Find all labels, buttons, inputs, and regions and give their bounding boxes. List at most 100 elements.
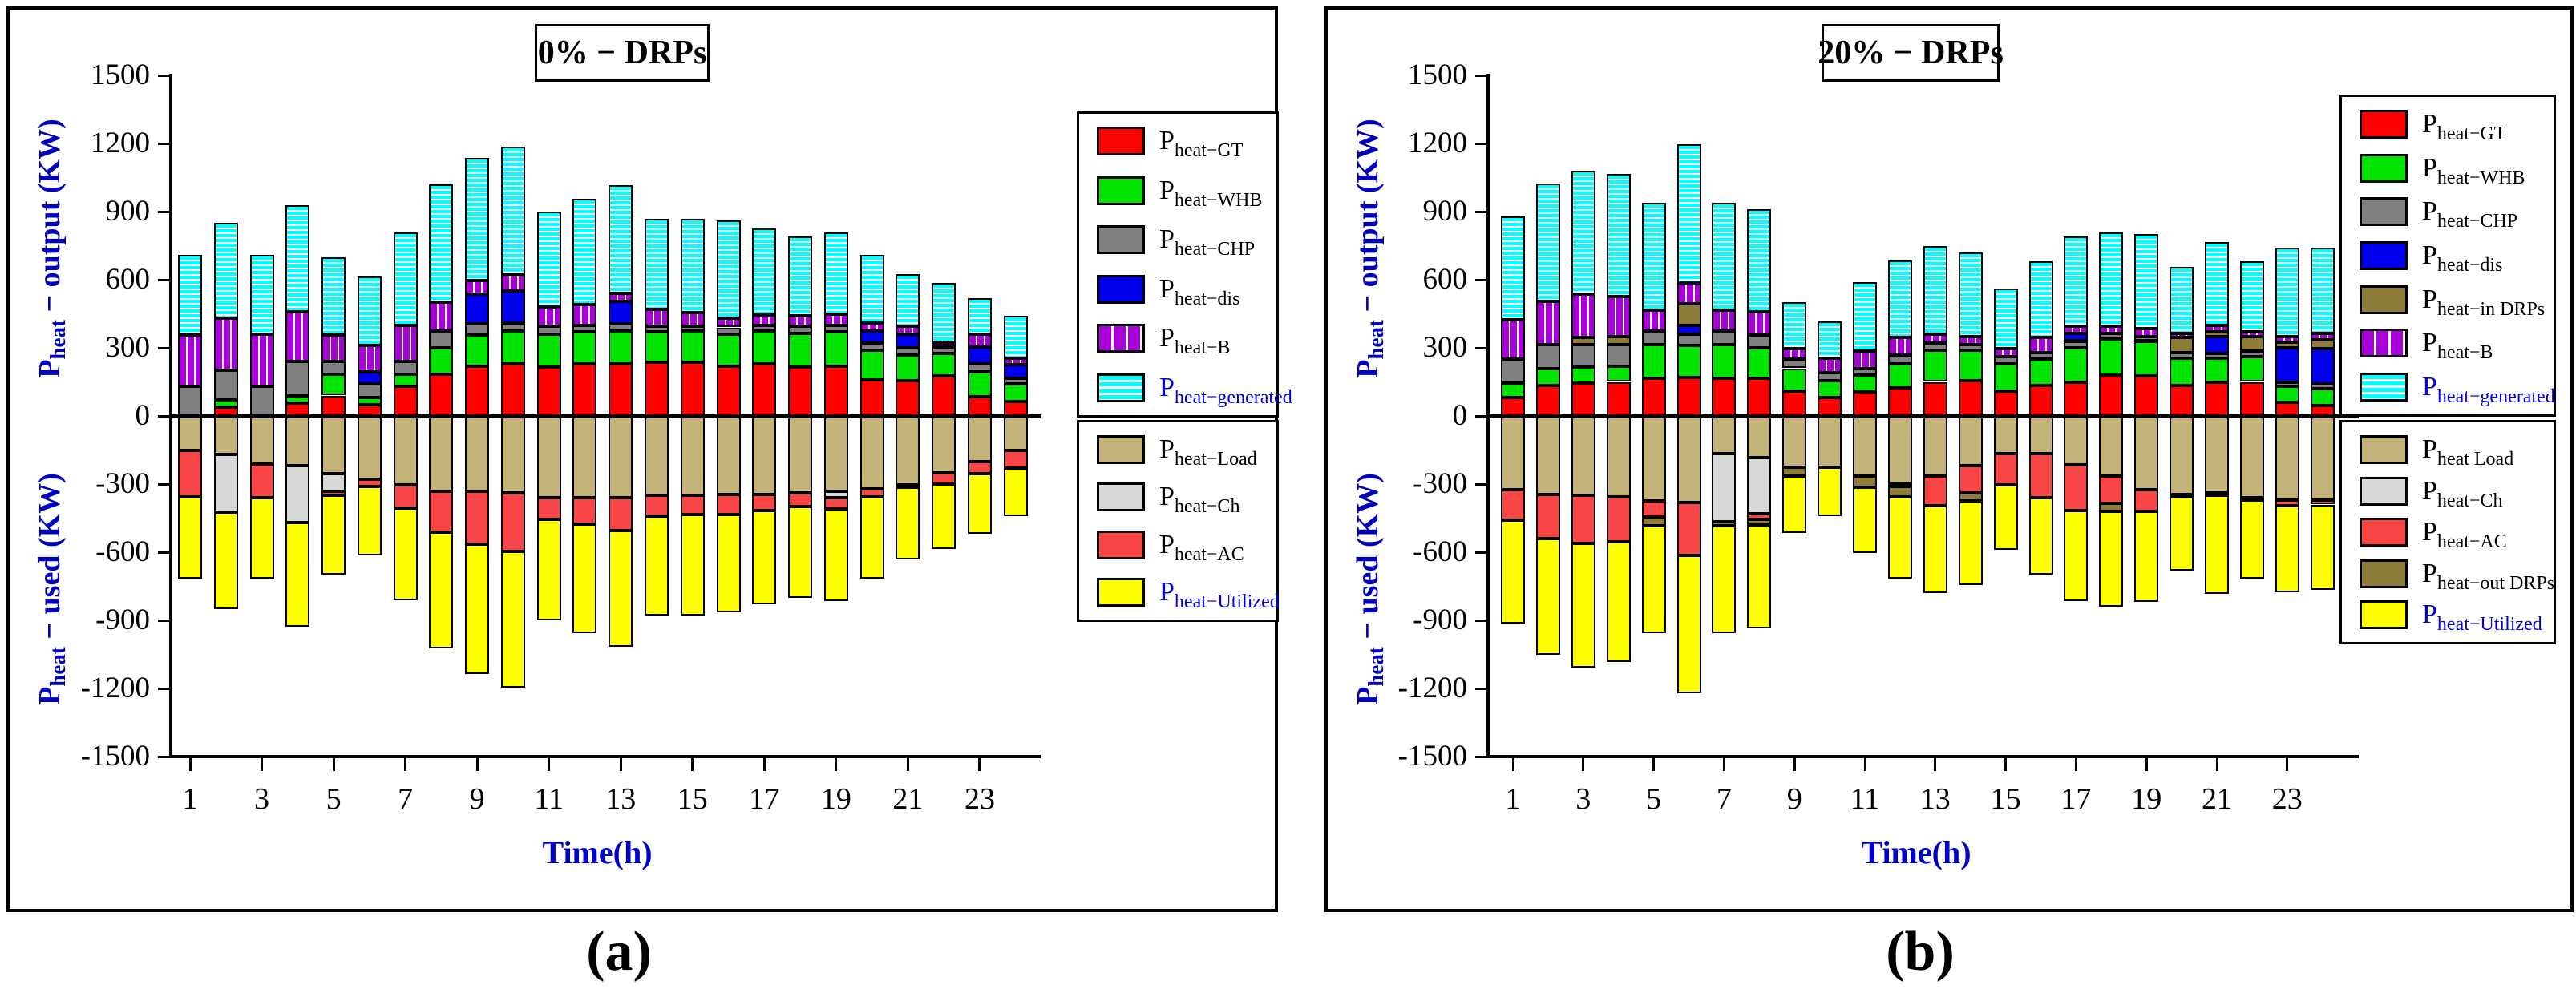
bar-segment-Utilized — [1676, 555, 1701, 693]
bar-segment-AC — [1747, 513, 1772, 519]
legend-label-outDRPs: Pheat−out DRPs — [2422, 559, 2554, 594]
bar-segment-generated — [788, 236, 813, 317]
x-tick-mark — [1934, 758, 1937, 771]
bar-segment-CHP — [285, 361, 310, 396]
bar-segment-GT — [2099, 375, 2124, 416]
bar-segment-AC — [752, 494, 777, 511]
bar-segment-Utilized — [1606, 542, 1631, 663]
bar-segment-generated — [465, 158, 490, 281]
bar-segment-Utilized — [1923, 505, 1947, 593]
y-tick-mark — [1475, 346, 1486, 349]
bar-segment-CHP — [2310, 384, 2335, 389]
x-axis-line — [1486, 755, 2359, 758]
bar-segment-generated — [1501, 216, 1525, 320]
legend-label-sub: heat−Ch — [1174, 496, 1240, 518]
x-tick-label: 15 — [677, 782, 708, 816]
bar-segment-AC — [1003, 450, 1028, 469]
bar-segment-WHB — [752, 330, 777, 364]
y-axis-title-main: P — [1351, 686, 1385, 705]
x-tick-label: 23 — [964, 782, 995, 816]
x-tick-mark — [261, 758, 264, 771]
legend-label-main: P — [2422, 517, 2437, 547]
x-tick-mark — [332, 758, 335, 771]
legend-swatch-Ch — [1097, 482, 1145, 512]
x-axis-title: Time(h) — [1861, 834, 1971, 870]
bar-segment-generated — [1818, 321, 1842, 358]
y-tick-label: 600 — [105, 263, 151, 296]
bar-segment-Load — [1747, 416, 1772, 458]
bar-segment-GT — [1676, 377, 1701, 416]
bar-segment-Load — [1853, 416, 1877, 477]
bar-segment-GT — [1782, 390, 1807, 416]
bar-segment-outDRPs — [1782, 466, 1807, 477]
bar-segment-generated — [2275, 248, 2299, 337]
bar-segment-inDRPs — [1676, 303, 1701, 325]
bar-segment-Load — [1958, 416, 1983, 466]
bar-segment-WHB — [1501, 382, 1525, 398]
legend-entry-Load: Pheat−Load — [1097, 434, 1257, 470]
bar-segment-Load — [2170, 416, 2194, 494]
bar-segment-B — [500, 275, 525, 292]
chart-title-text: 20% − DRP — [1818, 34, 1991, 71]
bar-segment-WHB — [1641, 344, 1666, 379]
x-tick-mark — [2074, 758, 2077, 771]
bar-segment-B — [2170, 333, 2194, 338]
y-tick-mark — [158, 619, 169, 622]
bar-segment-Load — [465, 416, 490, 491]
bar-segment-CHP — [823, 325, 848, 333]
bar-segment-generated — [859, 254, 884, 323]
bar-segment-Load — [1887, 416, 1912, 484]
bar-segment-generated — [2205, 242, 2229, 325]
bar-segment-CHP — [1747, 335, 1772, 348]
bar-segment-WHB — [609, 330, 633, 364]
bar-segment-Utilized — [2134, 511, 2159, 603]
x-tick-mark — [548, 758, 551, 771]
caption-b: (b) — [1886, 921, 1955, 983]
bar-segment-WHB — [2099, 338, 2124, 375]
legend-used-a: Pheat−Load Pheat−Ch Pheat−AC Pheat−Utilized — [1077, 420, 1280, 622]
bar-segment-generated — [645, 218, 669, 309]
bar-segment-CHP — [1958, 344, 1983, 350]
bar-segment-WHB — [716, 334, 741, 366]
bar-segment-generated — [1958, 252, 1983, 337]
bar-segment-GT — [1853, 392, 1877, 416]
legend-label-Load: Pheat Load — [2422, 434, 2513, 470]
y-tick-mark — [1475, 619, 1486, 622]
legend-label-sub: heat−in DRPs — [2436, 298, 2546, 320]
legend-label-main: P — [2422, 109, 2437, 139]
x-tick-mark — [188, 758, 192, 771]
bar-segment-B — [2239, 332, 2264, 337]
bar-segment-Utilized — [1818, 466, 1842, 516]
legend-label-main: P — [2422, 196, 2437, 227]
bar-segment-AC — [1923, 476, 1947, 506]
bar-segment-CHP — [645, 326, 669, 333]
bar-segment-Load — [500, 416, 525, 494]
legend-swatch-CHP — [2360, 197, 2408, 227]
legend-swatch-AC — [2360, 518, 2408, 547]
bar-segment-CHP — [429, 330, 454, 348]
chart-title-text: 0% − DRP — [537, 34, 694, 71]
bar-segment-B — [536, 307, 561, 327]
bar-segment-Utilized — [2028, 498, 2053, 575]
bar-segment-GT — [932, 376, 956, 416]
legend-label-main: P — [2422, 475, 2437, 506]
x-tick-label: 9 — [469, 782, 485, 816]
bar-segment-Utilized — [645, 515, 669, 616]
legend-label-main: P — [1159, 323, 1175, 353]
bar-segment-Utilized — [1747, 525, 1772, 628]
x-axis-line — [169, 755, 1041, 758]
legend-swatch-AC — [1097, 530, 1145, 559]
bar-segment-Load — [680, 416, 705, 496]
bar-segment-CHP — [1853, 368, 1877, 375]
bar-segment-B — [321, 335, 346, 361]
y-tick-label: 1200 — [1408, 127, 1467, 159]
legend-label-main: P — [2422, 240, 2437, 270]
x-tick-label: 1 — [1505, 782, 1521, 816]
bar-segment-AC — [2275, 499, 2299, 506]
y-axis-title-rest: − used (KW) — [1351, 473, 1385, 648]
bar-segment-Load — [2239, 416, 2264, 498]
bar-segment-AC — [536, 498, 561, 519]
bar-segment-GT — [500, 363, 525, 416]
bar-segment-GT — [1958, 381, 1983, 416]
y-tick-label: 300 — [1422, 331, 1468, 364]
